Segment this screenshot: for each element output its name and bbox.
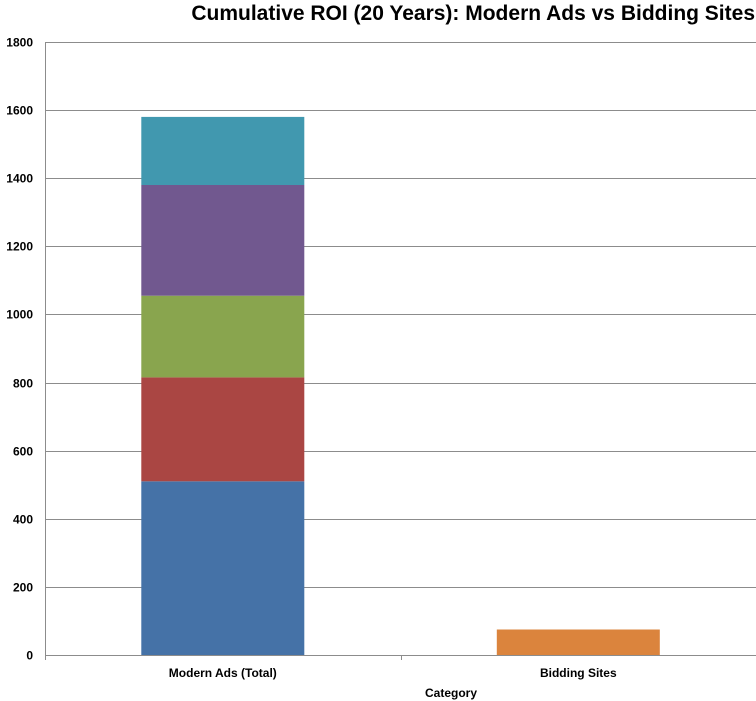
- bars: [141, 116, 660, 655]
- y-tick-label: 200: [13, 581, 33, 595]
- x-tick-label: Modern Ads (Total): [169, 666, 277, 680]
- y-tick-label: 1200: [6, 240, 33, 254]
- bar-segment: [141, 295, 305, 378]
- bar-segment: [141, 377, 305, 482]
- chart-title: Cumulative ROI (20 Years): Modern Ads vs…: [191, 2, 755, 25]
- y-tick-label: 800: [13, 377, 33, 391]
- bar-segment: [141, 116, 305, 185]
- x-tick-label: Bidding Sites: [540, 666, 617, 680]
- y-tick-label: 1600: [6, 104, 33, 118]
- bar-segment: [141, 185, 305, 296]
- y-tick-label: 600: [13, 445, 33, 459]
- y-tick-label: 1800: [6, 36, 33, 50]
- y-tick-labels: 0 200 400 600 800 1000 1200 1400 1600 1800: [6, 36, 33, 663]
- y-tick-label: 1000: [6, 308, 33, 322]
- bar-segment: [141, 481, 305, 655]
- axes: [45, 42, 756, 660]
- y-tick-label: 1400: [6, 172, 33, 186]
- y-tick-label: 0: [26, 649, 33, 663]
- bar-segment: [496, 629, 660, 655]
- x-axis-label: Category: [425, 686, 477, 700]
- y-tick-label: 400: [13, 513, 33, 527]
- category-labels: Modern Ads (Total) Bidding Sites: [169, 666, 617, 680]
